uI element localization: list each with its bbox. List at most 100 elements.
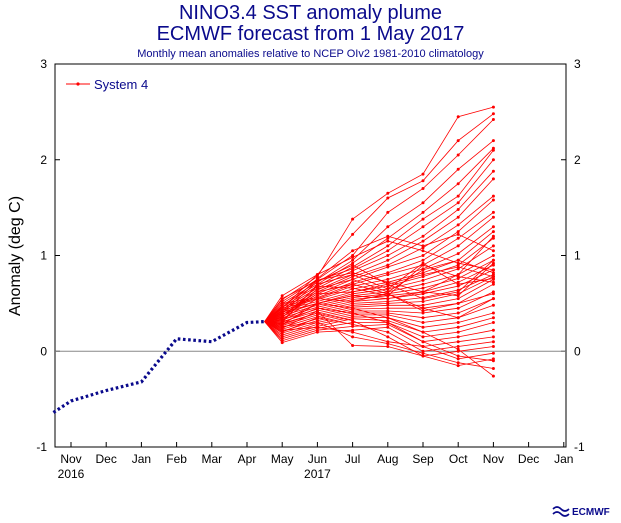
year-label: 2017 (304, 467, 331, 481)
ensemble-point (280, 341, 284, 345)
ensemble-point (421, 306, 425, 310)
ensemble-point (491, 311, 495, 315)
ensemble-point (421, 225, 425, 229)
ensemble-point (351, 286, 355, 290)
ensemble-point (351, 319, 355, 323)
ensemble-point (456, 345, 460, 348)
ensemble-point (491, 268, 495, 272)
ensemble-member-line (264, 279, 494, 326)
ensemble-point (491, 169, 495, 173)
ensemble-point (386, 191, 390, 195)
ensemble-point (421, 330, 425, 334)
y-tick-label-left: -1 (36, 440, 47, 454)
ecmwf-logo-text: ECMWF (572, 507, 610, 518)
ensemble-point (456, 230, 460, 234)
ensemble-point (456, 215, 460, 219)
ensemble-point (491, 297, 495, 301)
ensemble-point (280, 309, 284, 313)
ensemble-point (491, 225, 495, 229)
ensemble-point (386, 239, 390, 243)
y-tick-label-left: 1 (40, 249, 47, 263)
y-tick-label-left: 2 (40, 153, 47, 167)
ensemble-member-line (264, 321, 494, 360)
ensemble-point (421, 325, 425, 329)
ensemble-point (351, 344, 355, 347)
ensemble-point (351, 217, 355, 221)
ensemble-point (491, 367, 495, 370)
ensemble-point (421, 217, 425, 221)
ensemble-point (456, 364, 460, 368)
ensemble-point (456, 201, 460, 205)
ensemble-point (491, 321, 495, 324)
ensemble-point (351, 271, 355, 275)
plot-frame (54, 63, 567, 448)
ensemble-point (491, 261, 495, 265)
ensemble-point (315, 316, 319, 320)
ensemble-point (456, 252, 460, 256)
ensemble-point (456, 153, 460, 157)
y-tick-label-right: 3 (574, 57, 581, 71)
ensemble-point (456, 115, 460, 119)
ensemble-point (491, 335, 495, 339)
x-tick-label: Dec (518, 452, 539, 466)
y-tick-label-right: 1 (574, 249, 581, 263)
ensemble-point (456, 275, 460, 279)
ensemble-point (491, 303, 495, 307)
ensemble-point (315, 306, 319, 310)
ensemble-point (456, 354, 460, 358)
ensemble-point (491, 345, 495, 348)
ensemble-point (280, 294, 284, 298)
ensemble-point (351, 306, 355, 310)
ensemble-point (456, 167, 460, 171)
legend-label: System 4 (94, 77, 148, 92)
ensemble-member-line (264, 159, 494, 322)
ensemble-point (386, 303, 390, 307)
ensemble-point (421, 335, 425, 339)
ensemble-point (280, 301, 284, 305)
ensemble-point (421, 351, 425, 355)
ensemble-member-line (264, 264, 494, 322)
chart-subtitle: ECMWF forecast from 1 May 2017 (156, 23, 465, 45)
ensemble-member-line (264, 236, 494, 325)
ensemble-point (491, 177, 495, 181)
ensemble-point (491, 234, 495, 238)
ensemble-point (386, 316, 390, 320)
ensemble-point (386, 249, 390, 253)
ensemble-member-line (264, 321, 494, 343)
ensemble-point (386, 297, 390, 301)
ensemble-point (315, 290, 319, 294)
ensemble-point (491, 249, 495, 253)
ensemble-point (315, 301, 319, 305)
ensemble-member-line (264, 245, 494, 322)
y-axis-label: Anomaly (deg C) (7, 196, 24, 316)
ensemble-member-line (264, 148, 494, 322)
ensemble-point (351, 330, 355, 334)
y-tick-label-left: 0 (40, 344, 47, 358)
ensemble-point (491, 340, 495, 344)
ensemble-point (456, 194, 460, 198)
ensemble-point (351, 249, 355, 253)
ensemble-point (456, 232, 460, 236)
ensemble-point (456, 182, 460, 186)
ensemble-member-line (264, 264, 494, 322)
ensemble-point (456, 306, 460, 310)
ensemble-point (280, 321, 284, 324)
y-tick-label-right: -1 (574, 440, 585, 454)
legend: System 4 (66, 77, 148, 92)
ensemble-point (386, 306, 390, 310)
ensemble-point (386, 342, 390, 346)
x-tick-label: Nov (483, 452, 504, 466)
x-tick-label: Apr (238, 452, 257, 466)
ensemble-point (386, 234, 390, 238)
x-tick-label: Nov (60, 452, 81, 466)
year-label: 2016 (58, 467, 85, 481)
ecmwf-logo-mark (552, 506, 570, 517)
ecmwf-logo: ECMWF (552, 506, 610, 518)
x-tick-label: Oct (449, 452, 468, 466)
ensemble-point (491, 112, 495, 116)
y-tick-label-right: 0 (574, 344, 581, 358)
ensemble-point (280, 326, 284, 330)
ensemble-point (315, 297, 319, 301)
x-tick-label: Jan (554, 452, 573, 466)
ensemble-point (491, 357, 495, 361)
